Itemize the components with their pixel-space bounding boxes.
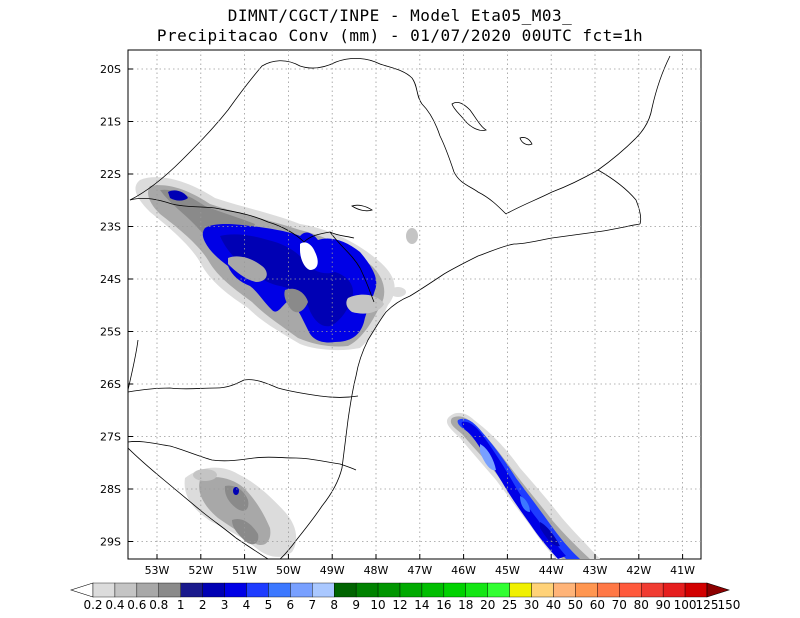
colorbar-swatch <box>684 582 708 598</box>
longitude-label: 51W <box>232 564 257 577</box>
latitude-label: 21S <box>100 116 121 129</box>
longitude-label: 43W <box>583 564 608 577</box>
colorbar-swatch <box>399 582 423 598</box>
longitude-label: 45W <box>495 564 520 577</box>
longitude-label: 52W <box>188 564 213 577</box>
longitude-label: 47W <box>407 564 432 577</box>
colorbar-swatch <box>334 582 357 598</box>
colorbar-swatch <box>355 582 379 598</box>
colorbar-swatch <box>180 582 203 598</box>
latitude-label: 25S <box>100 326 121 339</box>
colorbar-label: 150 <box>717 598 741 612</box>
precip-patch <box>390 287 406 297</box>
title-line-1: DIMNT/CGCT/INPE - Model Eta05_M03_ <box>227 6 573 25</box>
longitude-label: 41W <box>670 564 695 577</box>
colorbar-label: 5 <box>264 598 273 612</box>
colorbar-label: 4 <box>242 598 251 612</box>
colorbar-label: 0.2 <box>83 598 103 612</box>
latitude-label: 26S <box>100 378 121 391</box>
colorbar-swatch <box>575 582 598 598</box>
colorbar-swatch <box>202 582 225 598</box>
latitude-label: 27S <box>100 431 121 444</box>
colorbar-label: 10 <box>370 598 386 612</box>
colorbar-label: 3 <box>220 598 229 612</box>
colorbar-label: 30 <box>523 598 540 612</box>
colorbar-swatch <box>246 582 269 598</box>
map-grid <box>128 50 701 559</box>
colorbar-arrow-left <box>70 582 94 598</box>
map-boundaries <box>128 55 671 559</box>
colorbar-label: 12 <box>392 598 408 612</box>
latitude-label: 24S <box>100 273 121 286</box>
longitude-label: 44W <box>539 564 564 577</box>
colorbar-label: 50 <box>567 598 584 612</box>
colorbar-label: 18 <box>458 598 474 612</box>
colorbar-label: 8 <box>330 598 339 612</box>
colorbar-label: 25 <box>502 598 518 612</box>
colorbar-label: 90 <box>655 598 671 612</box>
map-content <box>128 50 701 559</box>
latitude-label: 22S <box>100 168 121 181</box>
longitude-label: 53W <box>145 564 170 577</box>
colorbar-swatch <box>641 582 664 598</box>
colorbar-label: 0.4 <box>105 598 125 612</box>
colorbar-swatch <box>114 582 138 598</box>
colorbar-label: 100 <box>673 598 697 612</box>
colorbar-label: 0.6 <box>127 598 147 612</box>
latitude-label: 28S <box>100 483 121 496</box>
colorbar-swatch <box>509 582 532 598</box>
colorbar-swatch <box>597 582 620 598</box>
colorbar-swatch <box>224 582 247 598</box>
colorbar-swatch <box>553 582 576 598</box>
colorbar-swatch <box>531 582 554 598</box>
colorbar-swatch <box>619 582 642 598</box>
colorbar-label: 14 <box>414 598 430 612</box>
colorbar-swatch <box>92 582 116 598</box>
longitude-label: 42W <box>626 564 651 577</box>
precip-band-ocean <box>446 412 600 559</box>
longitude-label: 49W <box>320 564 345 577</box>
axis-ticks <box>128 68 684 559</box>
colorbar-swatch <box>312 582 335 598</box>
latitude-labels: 20S 21S 22S 23S 24S 25S 26S 27S 28S 29S <box>100 63 121 549</box>
title-line-2: Precipitacao Conv (mm) - 01/07/2020 00UT… <box>156 26 644 45</box>
colorbar-swatch <box>421 582 445 598</box>
colorbar-label: 40 <box>545 598 562 612</box>
colorbar-label: 125 <box>695 598 719 612</box>
latitude-label: 23S <box>100 221 121 234</box>
longitude-label: 50W <box>276 564 301 577</box>
colorbar-label: 70 <box>611 598 627 612</box>
colorbar-label: 6 <box>286 598 295 612</box>
latitude-label: 20S <box>100 63 121 76</box>
colorbar-label: 80 <box>633 598 649 612</box>
latitude-label: 29S <box>100 536 121 549</box>
precip-band-southwest <box>184 467 297 557</box>
colorbar-label: 16 <box>436 598 452 612</box>
colorbar-swatch <box>465 582 488 598</box>
colorbar-swatch <box>136 582 159 598</box>
colorbar-arrow-right <box>706 582 730 598</box>
colorbar-swatch <box>662 582 686 598</box>
precip-patch <box>406 228 418 244</box>
colorbar <box>70 582 730 598</box>
colorbar-swatch <box>268 582 291 598</box>
colorbar-label: 9 <box>352 598 360 612</box>
longitude-label: 46W <box>451 564 476 577</box>
colorbar-label: 2 <box>198 598 207 612</box>
colorbar-swatch <box>377 582 401 598</box>
colorbar-label: 7 <box>308 598 317 612</box>
colorbar-swatch <box>290 582 313 598</box>
colorbar-swatch <box>487 582 510 598</box>
colorbar-label: 20 <box>480 598 496 612</box>
colorbar-swatch <box>443 582 466 598</box>
colorbar-label: 60 <box>589 598 605 612</box>
colorbar-label: 0.8 <box>149 598 169 612</box>
longitude-labels: 53W 52W 51W 50W 49W 48W 47W 46W 45W 44W 43W 42W 41W <box>145 564 696 577</box>
precip-band-north <box>135 177 395 351</box>
longitude-label: 48W <box>364 564 389 577</box>
colorbar-swatch <box>158 582 181 598</box>
colorbar-label: 1 <box>176 598 185 612</box>
